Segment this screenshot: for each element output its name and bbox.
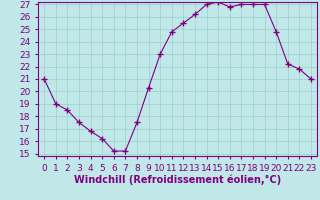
X-axis label: Windchill (Refroidissement éolien,°C): Windchill (Refroidissement éolien,°C) <box>74 174 281 185</box>
